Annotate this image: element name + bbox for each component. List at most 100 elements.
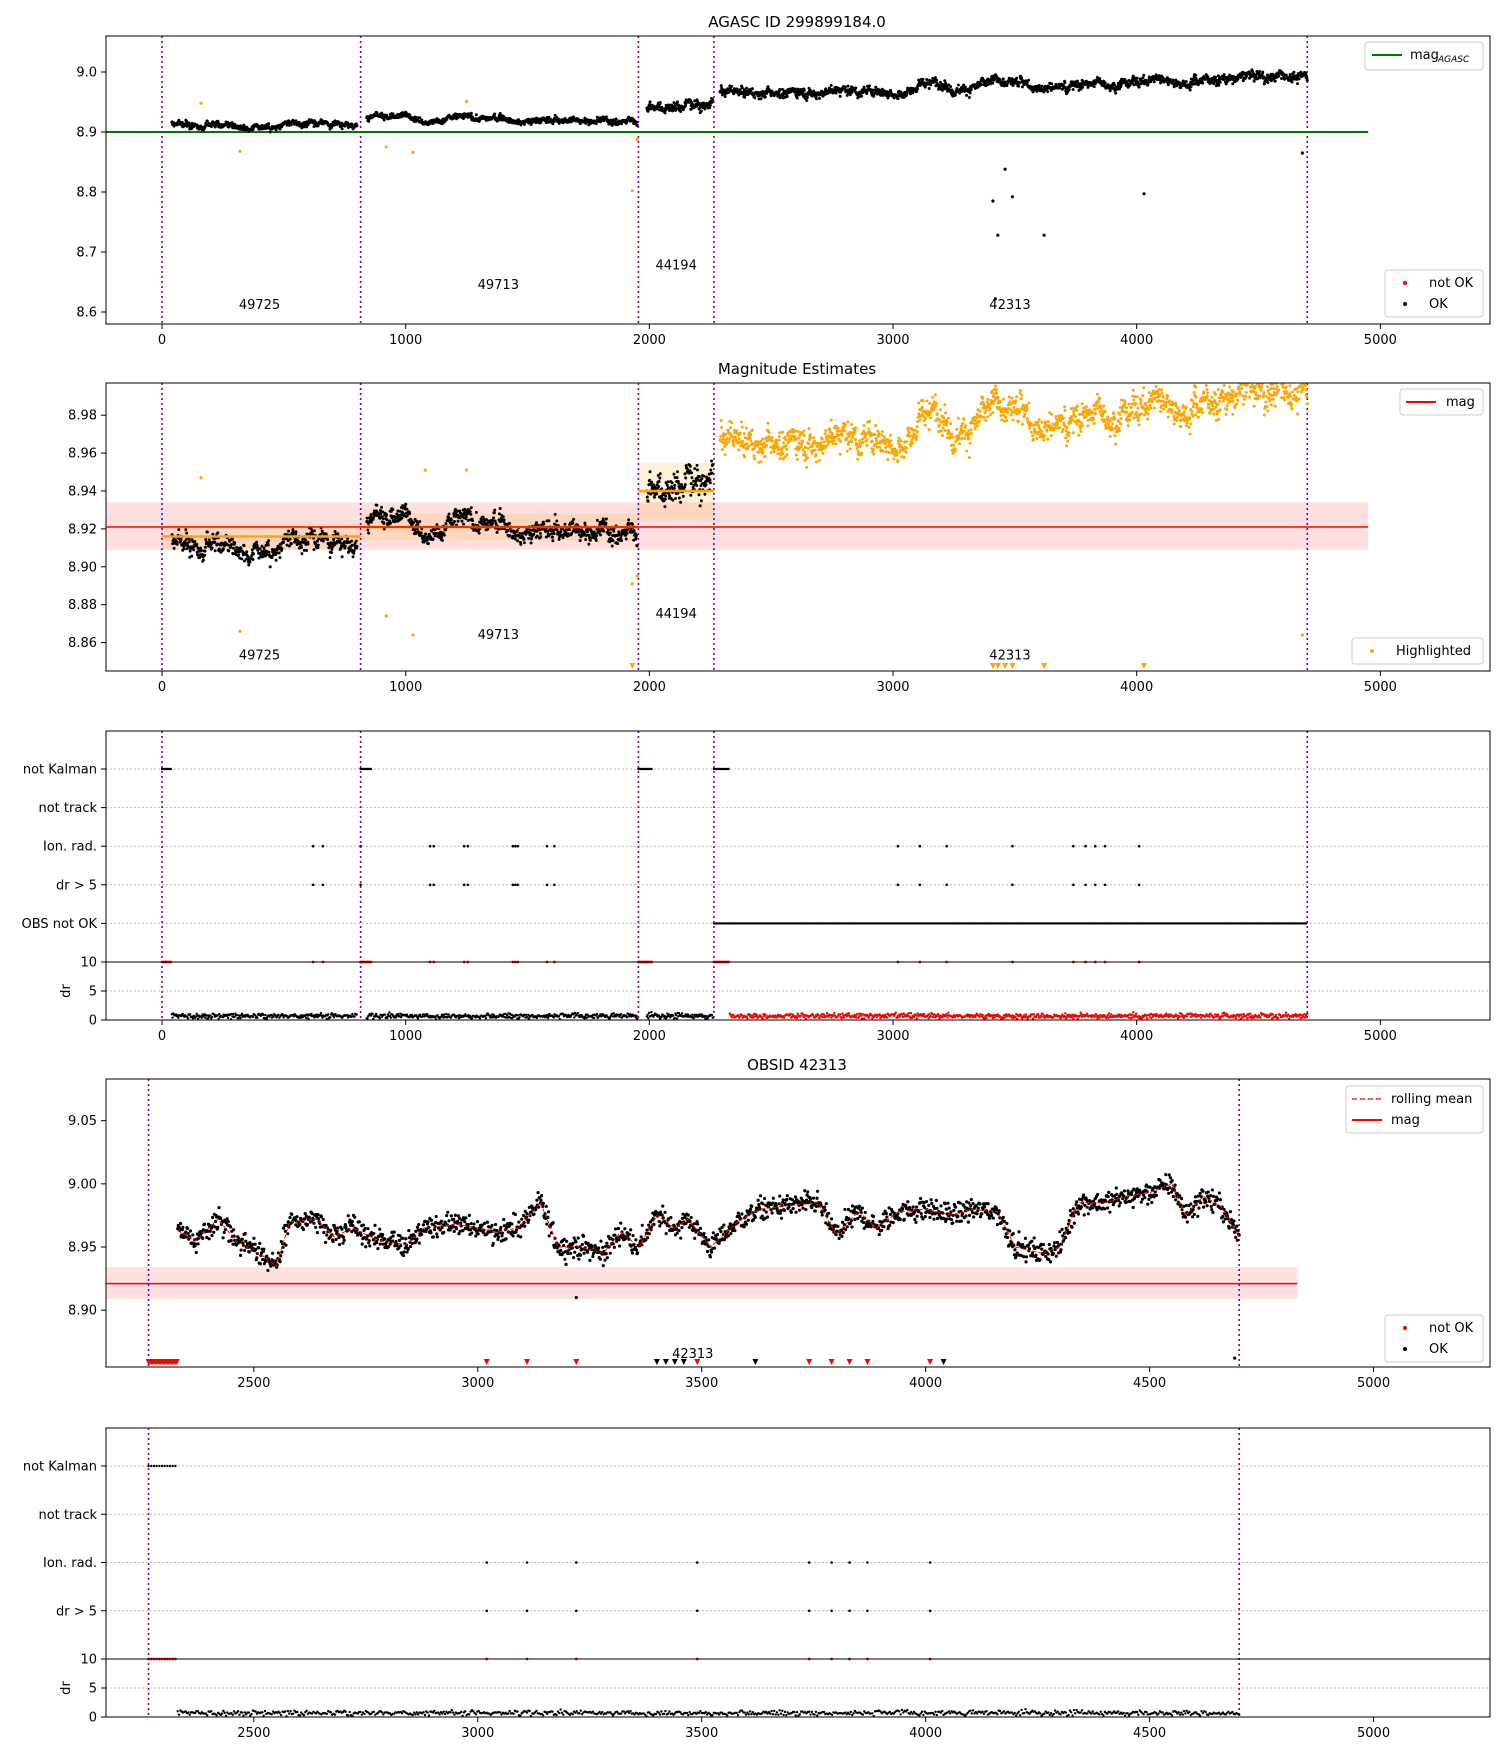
panel-magnitude-estimates-point (836, 426, 840, 430)
panel-agasc-point (785, 95, 789, 99)
panel-magnitude-estimates-point (547, 519, 551, 523)
panel-magnitude-estimates-point (915, 425, 919, 429)
panel-magnitude-estimates-point (634, 536, 638, 540)
panel-magnitude-estimates-point (765, 439, 769, 443)
panel-magnitude-estimates-point (529, 541, 533, 545)
panel-magnitude-estimates-point (818, 458, 822, 462)
panel-magnitude-estimates-point (369, 520, 373, 524)
panel-magnitude-estimates-point (336, 532, 340, 536)
panel-magnitude-estimates-point (757, 442, 761, 446)
panel-magnitude-estimates-point (267, 539, 271, 543)
panel-magnitude-estimates-point (309, 527, 313, 531)
panel-magnitude-estimates-point (193, 539, 197, 543)
panel-magnitude-estimates-point (251, 552, 255, 556)
panel-magnitude-estimates-point (752, 454, 756, 458)
panel-magnitude-estimates-point (241, 550, 245, 554)
panel-magnitude-estimates-point (405, 507, 409, 511)
panel-magnitude-estimates-point (929, 416, 933, 420)
panel-agasc-point (1040, 84, 1044, 88)
panel-magnitude-estimates-point (684, 476, 688, 480)
panel-magnitude-estimates-point (950, 432, 954, 436)
panel-magnitude-estimates-point (316, 546, 320, 550)
panel-magnitude-estimates-point (990, 389, 994, 393)
panel-magnitude-estimates-point (498, 506, 502, 510)
panel-magnitude-estimates-point (856, 457, 860, 461)
panel-magnitude-estimates-point (829, 418, 833, 422)
panel-agasc-point (1273, 79, 1277, 83)
panel-agasc-point (177, 118, 181, 122)
panel-magnitude-estimates-point (766, 421, 770, 425)
panel-agasc-point (1280, 76, 1284, 80)
panel-magnitude-estimates-point (216, 531, 220, 535)
panel-agasc-point (874, 85, 878, 89)
panel-magnitude-estimates-point (493, 519, 497, 523)
panel-magnitude-estimates-point (179, 537, 183, 541)
panel-magnitude-estimates-point (704, 483, 708, 487)
panel-agasc-outlier (1003, 167, 1007, 171)
panel-agasc-point (1092, 85, 1096, 89)
panel-agasc-xtick-label: 5000 (1364, 333, 1397, 348)
panel-magnitude-estimates-point (627, 518, 631, 522)
panel-agasc-point (1005, 84, 1009, 88)
panel-agasc-point (1305, 78, 1309, 82)
panel-magnitude-estimates-point (570, 532, 574, 536)
panel-magnitude-estimates-point (312, 529, 316, 533)
panel-agasc-point (862, 85, 866, 89)
panel-magnitude-estimates-point (466, 518, 470, 522)
panel-agasc-point (967, 95, 971, 99)
panel-agasc-ytick-label: 8.8 (76, 186, 97, 201)
panel-magnitude-estimates-point (604, 517, 608, 521)
panel-agasc-point (988, 82, 992, 86)
panel-magnitude-estimates-point (690, 471, 694, 475)
panel-magnitude-estimates-point (553, 512, 557, 516)
panel-magnitude-estimates-point (233, 541, 237, 545)
panel-magnitude-estimates-point (737, 448, 741, 452)
panel-agasc-point (1231, 82, 1235, 86)
panel-agasc-point (1025, 80, 1029, 84)
panel-magnitude-estimates-point (506, 528, 510, 532)
panel-magnitude-estimates-point (957, 436, 961, 440)
panel-magnitude-estimates-point (316, 539, 320, 543)
panel-agasc-point (1217, 83, 1221, 87)
panel-magnitude-estimates-point (710, 459, 714, 463)
panel-magnitude-estimates-point (819, 441, 823, 445)
panel-agasc-point (1103, 81, 1107, 85)
panel-magnitude-estimates-point (703, 492, 707, 496)
panel-agasc-point (1236, 77, 1240, 81)
panel-agasc-point (1131, 74, 1135, 78)
panel-magnitude-estimates-point (532, 532, 536, 536)
panel-agasc-point (216, 121, 220, 125)
panel-magnitude-estimates-point (963, 424, 967, 428)
panel-magnitude-estimates-point (984, 418, 988, 422)
panel-magnitude-estimates-point (551, 539, 555, 543)
panel-magnitude-estimates-point (689, 493, 693, 497)
panel-magnitude-estimates-point (199, 546, 203, 550)
panel-magnitude-estimates-point (492, 516, 496, 520)
panel-magnitude-estimates-point (699, 499, 703, 503)
panel-agasc-point (720, 86, 724, 90)
panel-magnitude-estimates-point (862, 423, 866, 427)
panel-magnitude-estimates-point (188, 549, 192, 553)
panel-magnitude-estimates-point (969, 428, 973, 432)
panel-magnitude-estimates-point (778, 457, 782, 461)
panel-agasc-point (1264, 76, 1268, 80)
panel-magnitude-estimates-point (831, 442, 835, 446)
panel-magnitude-estimates-point (196, 553, 200, 557)
panel-magnitude-estimates-point (455, 509, 459, 513)
panel-magnitude-estimates-point (737, 437, 741, 441)
panel-magnitude-estimates-point (740, 425, 744, 429)
panel-magnitude-estimates-point (434, 531, 438, 535)
panel-magnitude-estimates-point (872, 452, 876, 456)
panel-agasc-point (947, 83, 951, 87)
panel-magnitude-estimates-point (979, 415, 983, 419)
panel-agasc-legend-top: mag AGASC (1364, 41, 1484, 71)
panel-magnitude-estimates-point (978, 409, 982, 413)
panel-magnitude-estimates-point (785, 447, 789, 451)
panel-agasc-point (1201, 81, 1205, 85)
panel-magnitude-estimates-point (453, 519, 457, 523)
panel-magnitude-estimates-point (330, 547, 334, 551)
panel-magnitude-estimates-point (672, 472, 676, 476)
panel-magnitude-estimates-point (611, 539, 615, 543)
panel-magnitude-estimates-point (738, 431, 742, 435)
panel-magnitude-estimates-point (578, 538, 582, 542)
